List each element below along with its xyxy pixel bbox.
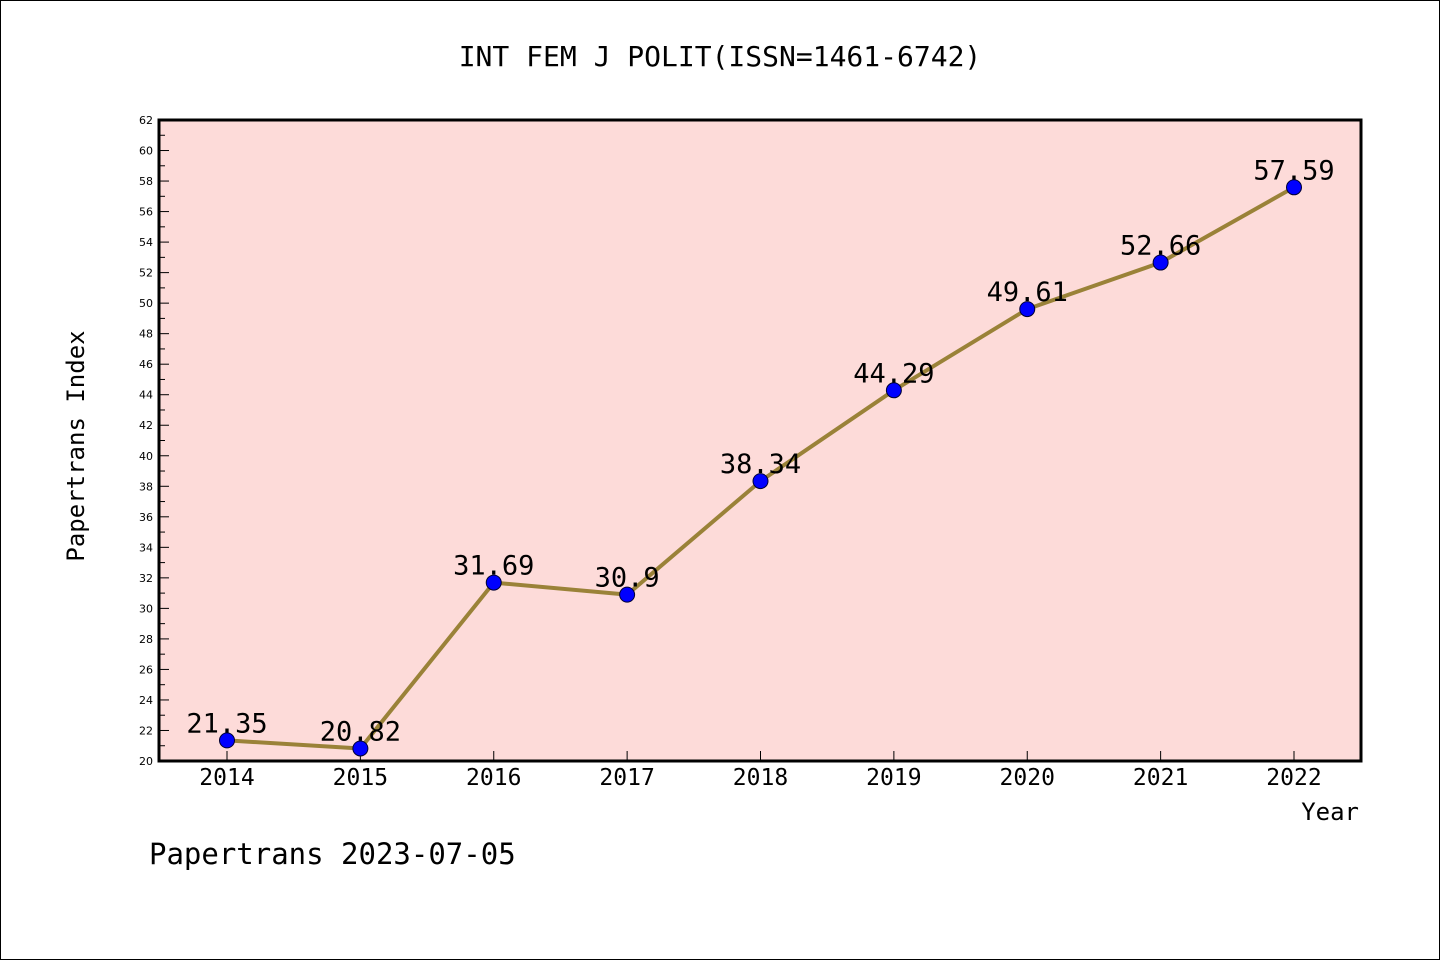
data-label: 49.61 bbox=[987, 277, 1068, 308]
x-axis: 2014 2015 2016 2017 2018 2019 2020 2021 2022 bbox=[199, 751, 1322, 791]
x-axis-title: Year bbox=[1301, 798, 1359, 826]
y-tick-label: 62 bbox=[139, 114, 153, 127]
y-tick-label: 50 bbox=[139, 297, 153, 310]
data-point bbox=[352, 740, 369, 757]
data-label: 20.82 bbox=[320, 716, 401, 747]
data-label: 30.9 bbox=[595, 563, 660, 594]
data-label: 31.69 bbox=[453, 551, 534, 582]
x-tick-label: 2014 bbox=[199, 765, 254, 791]
x-tick-label: 2019 bbox=[866, 765, 921, 791]
x-tick-label: 2020 bbox=[1000, 765, 1055, 791]
y-axis-title: Papertrans Index bbox=[62, 330, 90, 561]
data-label: 52.66 bbox=[1120, 231, 1201, 262]
data-markers bbox=[219, 179, 1302, 757]
data-label: 44.29 bbox=[853, 358, 934, 389]
y-tick-label: 30 bbox=[139, 602, 153, 615]
y-tick-label: 48 bbox=[139, 328, 153, 341]
y-tick-label: 26 bbox=[139, 663, 153, 676]
data-point bbox=[1152, 254, 1169, 271]
data-point bbox=[219, 732, 235, 749]
y-tick-label: 60 bbox=[139, 145, 153, 158]
y-axis: 20 22 24 26 28 30 32 34 36 38 40 42 44 46 48 50 52 54 56 58… bbox=[139, 114, 169, 768]
y-tick-label: 46 bbox=[139, 358, 153, 371]
y-tick-label: 32 bbox=[139, 572, 153, 585]
x-tick-label: 2022 bbox=[1266, 765, 1321, 791]
y-tick-label: 38 bbox=[139, 480, 153, 493]
y-tick-label: 24 bbox=[139, 694, 153, 707]
data-point bbox=[752, 473, 769, 490]
x-tick-label: 2016 bbox=[466, 765, 521, 791]
y-tick-label: 44 bbox=[139, 389, 153, 402]
y-tick-label: 28 bbox=[139, 633, 153, 646]
data-labels: 21.35 20.82 31.69 30.9 38.34 44.29 49.61 52.66 5… bbox=[186, 155, 1334, 747]
data-point bbox=[619, 586, 636, 603]
x-tick-label: 2018 bbox=[733, 765, 788, 791]
y-tick-label: 52 bbox=[139, 267, 153, 280]
data-label: 21.35 bbox=[186, 708, 267, 739]
y-tick-label: 42 bbox=[139, 419, 153, 432]
y-tick-label: 54 bbox=[139, 236, 153, 249]
footer-note: Papertrans 2023-07-05 bbox=[149, 837, 516, 871]
x-tick-label: 2021 bbox=[1133, 765, 1188, 791]
data-point bbox=[1019, 301, 1036, 318]
y-tick-label: 58 bbox=[139, 175, 153, 188]
data-point bbox=[885, 382, 902, 399]
data-label: 38.34 bbox=[720, 449, 801, 480]
y-tick-label: 36 bbox=[139, 511, 153, 524]
y-tick-label: 22 bbox=[139, 724, 153, 737]
x-tick-label: 2015 bbox=[333, 765, 388, 791]
y-tick-label: 20 bbox=[139, 755, 153, 768]
data-label: 57.59 bbox=[1253, 155, 1334, 186]
y-tick-label: 56 bbox=[139, 206, 153, 219]
x-tick-label: 2017 bbox=[599, 765, 654, 791]
plot-area bbox=[157, 118, 1363, 763]
data-point bbox=[485, 574, 502, 591]
data-point bbox=[1286, 179, 1302, 196]
chart-title: INT FEM J POLIT(ISSN=1461-6742) bbox=[459, 40, 982, 73]
y-tick-label: 40 bbox=[139, 450, 153, 463]
y-tick-label: 34 bbox=[139, 541, 153, 554]
